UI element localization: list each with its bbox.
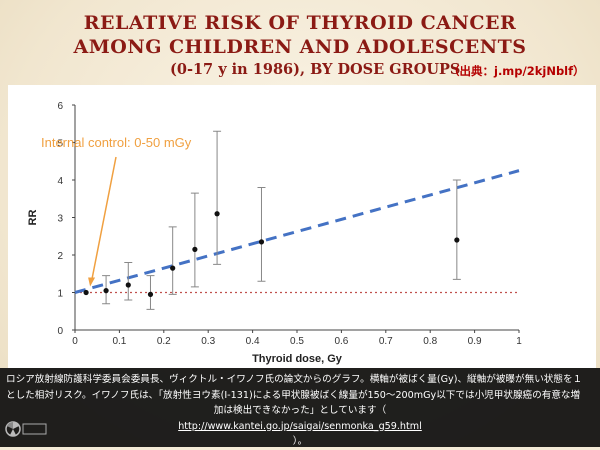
data-point [83, 289, 89, 296]
data-point [103, 288, 109, 294]
y-tick-labels: 0 1 2 3 4 5 6 [57, 101, 75, 337]
caption-line-2: とした相対リスク。イワノフ氏は、「放射性ヨウ素(I-131)による甲状腺被ばく線… [6, 389, 581, 401]
caption-line-3: 加は検出できなかった」としています（ [213, 405, 387, 416]
logo [4, 415, 48, 443]
y-tick-label: 0 [57, 326, 63, 337]
caption-link[interactable]: http://www.kantei.go.jp/saigai/senmonka_… [178, 420, 422, 432]
title-line-3: (0-17 y in 1986), BY DOSE GROUPS [170, 61, 461, 78]
caption-line-1: ロシア放射線防護科学委員会委員長、ヴィクトル・イワノフ氏の論文からのグラフ。横軸… [6, 374, 583, 385]
y-tick-label: 1 [57, 289, 63, 300]
data-point [214, 211, 220, 217]
source-citation: （出典：j.mp/2kjNblf） [448, 64, 585, 78]
x-tick-label: 0.2 [157, 336, 171, 347]
x-tick-label: 0.5 [290, 336, 304, 347]
x-axis-label: Thyroid dose, Gy [252, 353, 343, 365]
caption-box: ロシア放射線防護科学委員会委員長、ヴィクトル・イワノフ氏の論文からのグラフ。横軸… [0, 368, 600, 447]
annotation-arrowhead [88, 277, 96, 287]
title-line-1: RELATIVE RISK OF THYROID CANCER [83, 12, 517, 34]
x-tick-label: 0.1 [112, 336, 126, 347]
logo-mark-icon [5, 421, 47, 437]
data-point [147, 291, 154, 297]
y-tick-label: 6 [57, 101, 63, 112]
data-point [258, 239, 265, 245]
x-tick-label: 1 [516, 336, 522, 347]
rr-dose-chart: 0 1 2 3 4 5 6 0 0.1 0.2 0.3 0.4 0.5 0.6 0.7 0.8 0.9 1 RR… [27, 101, 522, 365]
data-point [454, 237, 460, 243]
y-tick-label: 5 [57, 139, 63, 150]
x-tick-label: 0 [72, 336, 78, 347]
x-tick-label: 0.4 [246, 336, 260, 347]
plot-area: 0 1 2 3 4 5 6 0 0.1 0.2 0.3 0.4 0.5 0.6 0.7 0.8 0.9 1 RR… [8, 85, 596, 368]
x-tick-labels: 0 0.1 0.2 0.3 0.4 0.5 0.6 0.7 0.8 0.9 1 [72, 330, 522, 347]
x-tick-label: 0.7 [379, 336, 393, 347]
data-point [125, 282, 131, 288]
title-line-2: AMONG CHILDREN AND ADOLESCENTS [73, 36, 527, 58]
data-point [192, 246, 198, 252]
data-points [83, 211, 460, 297]
trend-line [74, 169, 520, 294]
annotation-arrow [91, 156, 117, 279]
y-tick-label: 4 [57, 176, 63, 187]
y-axis-label: RR [27, 210, 39, 226]
annotation-internal-control: Internal control: 0-50 mGy [41, 135, 192, 150]
x-tick-label: 0.9 [468, 336, 482, 347]
y-tick-label: 3 [57, 214, 63, 225]
y-tick-label: 2 [57, 251, 63, 262]
x-tick-label: 0.6 [334, 336, 348, 347]
x-tick-label: 0.8 [423, 336, 437, 347]
x-tick-label: 0.3 [201, 336, 215, 347]
caption-line-5: ）。 [292, 436, 308, 447]
data-point [170, 265, 176, 271]
error-bars [102, 130, 461, 310]
